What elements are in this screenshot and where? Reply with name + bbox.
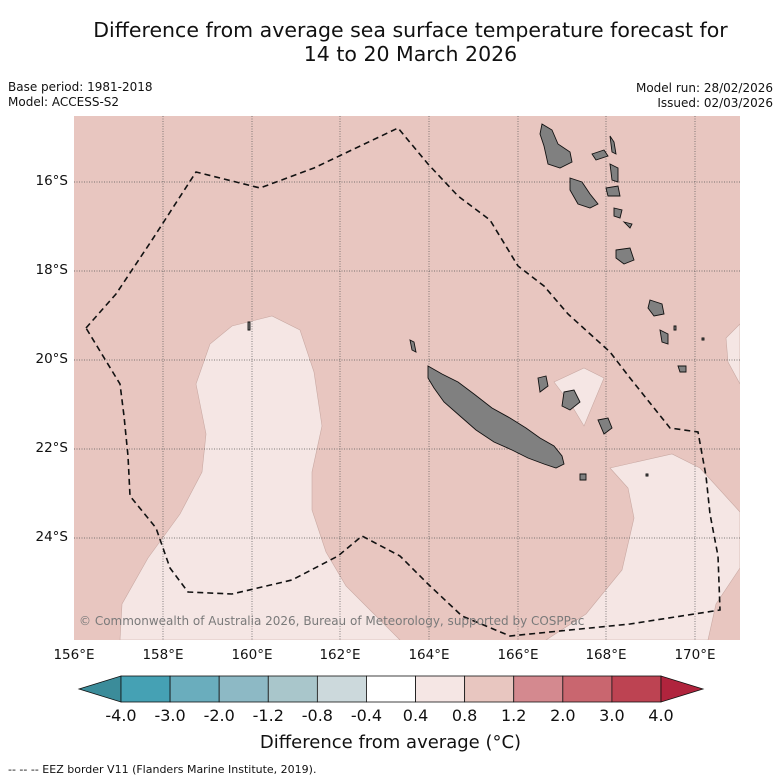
colorbar-swatch — [513, 675, 564, 703]
model-run: Model run: 28/02/2026 — [635, 81, 773, 95]
island-loyalty-3 — [597, 417, 613, 435]
lat-label-24s: 24°S — [35, 529, 69, 545]
colorbar-swatch — [218, 675, 269, 703]
map-area — [74, 116, 740, 640]
islet-east-3 — [645, 473, 649, 477]
lon-label-170e: 170°E — [674, 647, 716, 663]
colorbar-swatch — [366, 675, 416, 703]
island-ambrym — [605, 185, 621, 197]
island-shepherd — [622, 221, 633, 229]
map-svg — [74, 116, 740, 640]
eez-legend-note: -- -- -- EEZ border V11 (Flanders Marine… — [8, 763, 317, 776]
colorbar-tick-label: -2.0 — [203, 706, 235, 725]
lat-label-16s: 16°S — [35, 173, 69, 189]
meta-right: Model run: 28/02/2026 Issued: 02/03/2026 — [636, 81, 773, 111]
lon-label-164e: 164°E — [408, 647, 450, 663]
title-line-1: Difference from average sea surface temp… — [93, 18, 728, 42]
island-loyalty-2 — [561, 389, 581, 411]
colorbar-tick-label: -0.4 — [350, 706, 383, 725]
colorbar-swatch — [169, 675, 220, 703]
island-epi — [613, 207, 623, 219]
colorbar-arrow-high — [660, 675, 705, 703]
graticule — [74, 116, 740, 640]
island-belep — [409, 339, 417, 353]
colorbar-swatch — [316, 675, 367, 703]
colorbar-swatch — [267, 675, 318, 703]
title-line-2: 14 to 20 March 2026 — [303, 42, 518, 66]
islet-east-1 — [673, 325, 677, 331]
lon-label-158e: 158°E — [142, 647, 184, 663]
colorbar-tick-label: -1.2 — [252, 706, 284, 725]
colorbar-swatch — [120, 675, 171, 703]
lon-label-156e: 156°E — [53, 647, 95, 663]
island-erromango — [647, 299, 665, 317]
colorbar-tick-label: -0.8 — [301, 706, 333, 725]
anomaly-region-southeast — [545, 453, 740, 640]
colorbar-tick-label: 0.4 — [402, 706, 429, 725]
colorbar-swatch — [464, 675, 515, 703]
meta-left: Base period: 1981-2018 Model: ACCESS-S2 — [8, 80, 153, 110]
colorbar-tick-label: 2.0 — [550, 706, 576, 725]
anomaly-region-west — [119, 315, 401, 640]
island-maewo — [609, 135, 617, 155]
colorbar-swatch — [562, 675, 613, 703]
land — [247, 123, 705, 481]
lon-label-160e: 160°E — [231, 647, 273, 663]
colorbar-arrow-low — [77, 675, 122, 703]
colorbar-tick-label: 1.2 — [500, 706, 527, 725]
lon-label-166e: 166°E — [497, 647, 539, 663]
colorbar-tick-label: -3.0 — [154, 706, 186, 725]
colorbar-tick-label: 0.8 — [451, 706, 478, 725]
island-efate — [615, 247, 635, 265]
lat-label-18s: 18°S — [35, 262, 69, 278]
anomaly-region-east-edge — [725, 323, 740, 385]
colorbar-tick-label: 3.0 — [599, 706, 625, 725]
island-pentecost — [609, 163, 619, 183]
island-espiritu-santo — [539, 123, 573, 169]
copyright-notice: © Commonwealth of Australia 2026, Bureau… — [79, 614, 585, 628]
island-ambae — [591, 149, 609, 161]
lat-label-22s: 22°S — [35, 440, 69, 456]
islet-west — [247, 321, 251, 331]
lon-label-162e: 162°E — [319, 647, 361, 663]
issued-date: Issued: 02/03/2026 — [657, 96, 773, 110]
colorbar-swatch — [415, 675, 466, 703]
lon-label-168e: 168°E — [585, 647, 627, 663]
island-pines — [579, 473, 587, 481]
island-malakula — [569, 177, 599, 209]
lat-label-20s: 20°S — [35, 351, 69, 367]
colorbar-tick-label: -4.0 — [105, 706, 137, 725]
base-period: Base period: 1981-2018 — [8, 80, 153, 94]
model-name: Model: ACCESS-S2 — [8, 95, 120, 109]
colorbar-swatch — [611, 675, 662, 703]
eez-border — [85, 127, 721, 637]
islet-east-2 — [701, 337, 705, 341]
colorbar-swatches — [77, 675, 705, 703]
island-tanna — [659, 329, 669, 345]
island-loyalty-1 — [537, 375, 549, 393]
colorbar-title: Difference from average (°C) — [259, 732, 522, 753]
map-title: Difference from average sea surface temp… — [40, 18, 781, 66]
island-aneityum — [677, 365, 687, 373]
island-new-caledonia — [427, 365, 565, 469]
colorbar-tick-label: 4.0 — [648, 706, 674, 725]
